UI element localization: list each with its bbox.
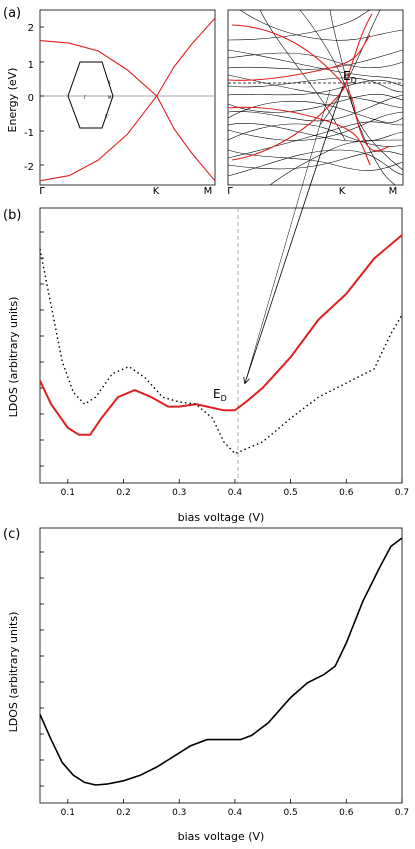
xtick-label: K <box>153 186 160 197</box>
dirac-label-sub: D <box>221 394 227 403</box>
panel-b-label: (b) <box>3 208 21 223</box>
panel-c-ylabel: LDOS (arbitrary units) <box>7 612 20 733</box>
panel-a-ylabel: Energy (eV) <box>6 68 19 133</box>
x-tick-label: 0.3 <box>172 488 186 498</box>
dirac-label-sub: D <box>351 76 357 85</box>
dirac-label-e: E <box>213 387 221 401</box>
panel-b-xlabel: bias voltage (V) <box>178 511 265 524</box>
panel-b-xticks: 0.1 0.2 0.3 0.4 0.5 0.6 0.7 <box>61 479 409 498</box>
supercell-highlight-bands <box>227 13 391 166</box>
inset-label: Γ <box>84 95 87 100</box>
ldos-curve <box>39 537 403 786</box>
band-line <box>39 17 216 182</box>
panel-b-yticks <box>40 231 44 467</box>
xtick-label: Γ <box>39 186 45 197</box>
supercell-bands <box>227 9 404 186</box>
ldos-curve-red <box>39 234 403 436</box>
panel-b-frame <box>39 207 403 484</box>
dirac-arrow-2 <box>245 89 331 381</box>
x-tick-label: 0.1 <box>61 808 75 818</box>
band-plot-left: Γ M K K' <box>39 9 216 186</box>
panel-a-yticks: 2 1 0 -1 -2 <box>24 23 34 173</box>
left-axis-ticks <box>40 26 44 166</box>
ytick-label: -2 <box>24 162 34 173</box>
panel-c-xlabel: bias voltage (V) <box>178 830 265 843</box>
x-tick-label: 0.5 <box>283 808 297 818</box>
band-line <box>39 40 216 182</box>
panel-c-frame <box>39 527 403 804</box>
panel-c-yticks <box>40 551 44 787</box>
x-tick-label: 0.6 <box>339 488 354 498</box>
panel-a-label: (a) <box>3 6 21 21</box>
xtick-label: K <box>339 186 346 197</box>
band-plot-right-frame <box>227 9 404 186</box>
panel-a-dirac-label: ED <box>343 69 357 85</box>
panel-a-xticks: Γ K M Γ K M <box>39 186 397 197</box>
x-tick-label: 0.2 <box>116 808 130 818</box>
ytick-label: -1 <box>24 128 34 139</box>
xtick-label: Γ <box>227 186 233 197</box>
x-tick-label: 0.7 <box>395 488 409 498</box>
ytick-label: 1 <box>28 60 34 71</box>
x-tick-label: 0.4 <box>228 808 243 818</box>
panel-b-ylabel: LDOS (arbitrary units) <box>7 297 20 418</box>
xtick-label: M <box>389 186 398 197</box>
ldos-curve-dotted <box>39 248 403 455</box>
x-tick-label: 0.1 <box>61 488 75 498</box>
inset-label: K' <box>105 114 109 119</box>
panel-c-xticks: 0.1 0.2 0.3 0.4 0.5 0.6 0.7 <box>61 799 409 818</box>
xtick-label: M <box>204 186 213 197</box>
x-tick-label: 0.7 <box>395 808 409 818</box>
band-plot-right: ED <box>227 9 404 186</box>
x-tick-label: 0.6 <box>339 808 354 818</box>
inset-label: K <box>108 80 111 85</box>
x-tick-label: 0.5 <box>283 488 297 498</box>
dirac-label-e: E <box>343 69 351 83</box>
x-tick-label: 0.2 <box>116 488 130 498</box>
brillouin-zone-inset: Γ M K K' <box>67 61 114 129</box>
panel-b-dirac-label: ED <box>213 387 227 403</box>
panel-c-label: (c) <box>3 527 20 542</box>
dirac-arrow <box>245 85 344 383</box>
band-plot-left-frame <box>39 9 216 186</box>
inset-label: M <box>108 95 112 100</box>
ytick-label: 0 <box>28 93 34 104</box>
ytick-label: 2 <box>28 23 34 34</box>
x-tick-label: 0.3 <box>172 808 186 818</box>
x-tick-label: 0.4 <box>228 488 243 498</box>
